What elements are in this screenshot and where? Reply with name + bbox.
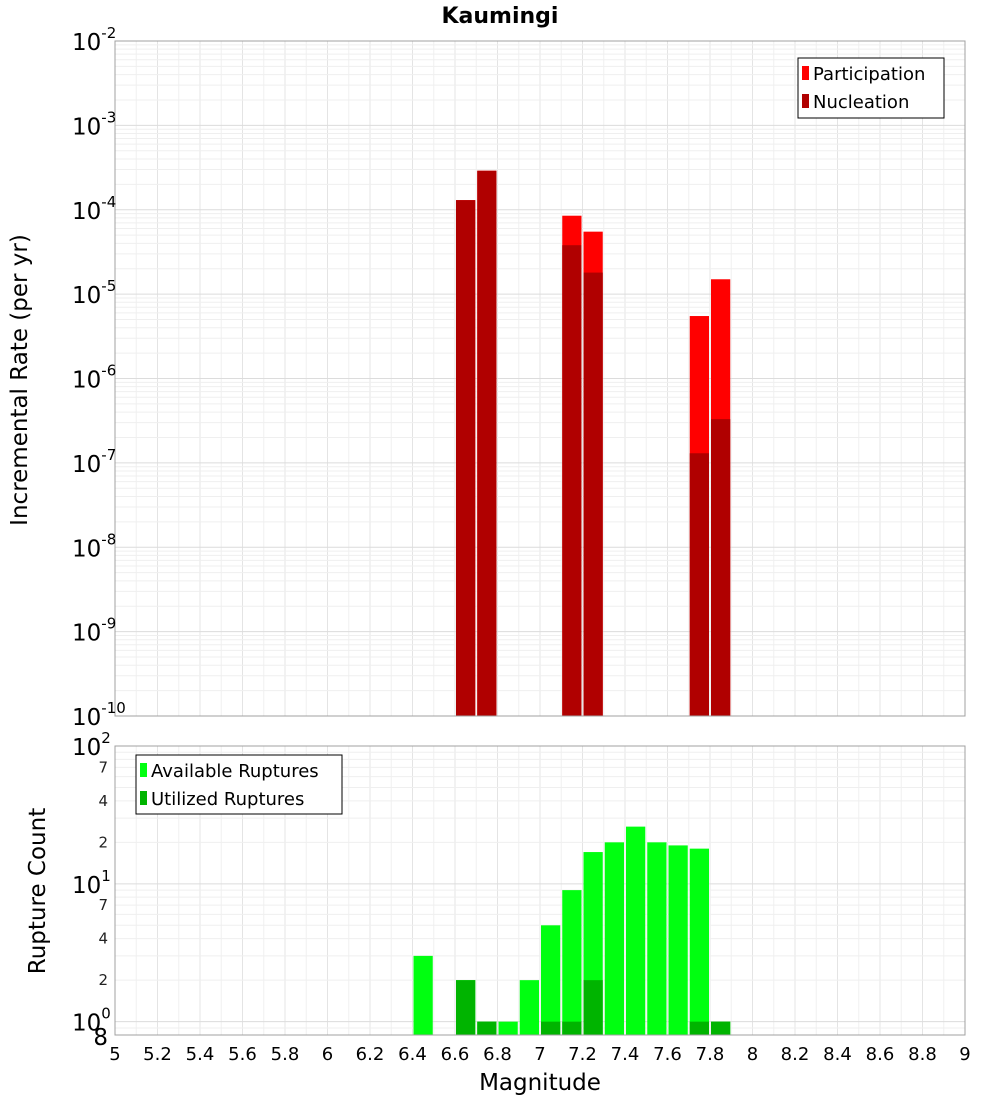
bottom-legend-box — [135, 754, 343, 815]
top-y-tick-label: 10-9 — [72, 615, 116, 647]
x-tick-label: 5.6 — [228, 1044, 257, 1065]
bar-utilized-ruptures — [562, 1021, 582, 1035]
x-tick-label: 6.6 — [441, 1044, 470, 1065]
bar-utilized-ruptures — [456, 980, 476, 1035]
bottom-legend: Available Ruptures Utilized Ruptures — [135, 754, 343, 815]
bar-nucleation — [562, 245, 582, 717]
legend-available-ruptures-label: Available Ruptures — [151, 761, 319, 782]
bar-available-ruptures — [689, 848, 709, 1035]
x-tick-label: 7 — [534, 1044, 545, 1065]
bottom-bars — [413, 826, 731, 1035]
bar-utilized-ruptures — [689, 1021, 709, 1035]
x-tick-labels: 5 5.2 5.4 5.6 5.8 6 6.2 6.4 6.6 6.8 7 7.2 7.4 7.6 7.8 8… — [109, 1044, 970, 1065]
x-tick-label: 5.2 — [143, 1044, 172, 1065]
chart-title: Kaumingi — [442, 4, 559, 29]
legend-participation-label: Participation — [813, 64, 925, 85]
bar-available-ruptures — [519, 980, 539, 1035]
bottom-y-tick-major: 100 — [72, 1005, 111, 1037]
bottom-y-tick-minor: 8 — [93, 1025, 108, 1051]
bottom-y-tick-minor: 7 — [98, 896, 108, 914]
x-tick-label: 6.2 — [356, 1044, 385, 1065]
x-tick-label: 6.8 — [483, 1044, 512, 1065]
x-tick-label: 7.6 — [653, 1044, 682, 1065]
bar-utilized-ruptures — [711, 1021, 731, 1035]
bottom-y-tick-minor: 2 — [98, 833, 108, 851]
top-y-tick-labels: 10-10 10-9 10-8 10-7 10-6 10-5 10-4 10-3 10-2 — [72, 24, 126, 731]
top-y-tick-label: 10-7 — [72, 446, 116, 478]
bottom-y-tick-minor: 4 — [98, 930, 108, 948]
bar-nucleation — [711, 419, 731, 716]
x-tick-label: 6 — [322, 1044, 333, 1065]
top-bars — [456, 170, 731, 717]
x-tick-label: 8 — [747, 1044, 758, 1065]
bottom-y-tick-minor: 4 — [98, 792, 108, 810]
bottom-plot-border — [114, 745, 966, 1036]
x-tick-label: 7.2 — [568, 1044, 597, 1065]
top-y-tick-label: 10-2 — [72, 24, 116, 56]
bar-nucleation — [583, 272, 603, 716]
top-y-tick-label: 10-6 — [72, 362, 116, 394]
x-tick-label: 8.4 — [823, 1044, 852, 1065]
bar-utilized-ruptures — [583, 980, 603, 1035]
bar-nucleation — [456, 200, 476, 716]
bottom-y-tick-minor: 7 — [98, 758, 108, 776]
bottom-y-tick-labels: 100 101 102 8 2 4 7 2 4 7 — [72, 729, 111, 1051]
legend-utilized-ruptures-label: Utilized Ruptures — [151, 789, 304, 810]
bar-utilized-ruptures — [477, 1021, 497, 1035]
top-y-tick-label: 10-10 — [72, 699, 126, 731]
bottom-y-tick-major: 102 — [72, 729, 111, 761]
bar-available-ruptures — [668, 845, 688, 1035]
x-tick-label: 8.8 — [908, 1044, 937, 1065]
bar-available-ruptures — [626, 826, 646, 1035]
top-y-axis-label: Incremental Rate (per yr) — [7, 234, 33, 526]
x-tick-label: 7.8 — [696, 1044, 725, 1065]
legend-participation-swatch — [802, 66, 809, 80]
x-tick-label: 9 — [959, 1044, 970, 1065]
legend-nucleation-label: Nucleation — [813, 92, 909, 113]
x-tick-label: 5.4 — [186, 1044, 215, 1065]
bottom-y-tick-minor: 2 — [98, 971, 108, 989]
bar-available-ruptures — [413, 955, 433, 1035]
bar-nucleation — [689, 453, 709, 716]
legend-available-ruptures-swatch — [140, 763, 147, 777]
legend-nucleation-swatch — [802, 94, 809, 108]
bottom-y-axis-label: Rupture Count — [25, 808, 51, 974]
x-tick-label: 5 — [109, 1044, 120, 1065]
top-y-tick-label: 10-5 — [72, 277, 116, 309]
bar-available-ruptures — [541, 925, 561, 1035]
top-legend: Participation Nucleation — [797, 57, 945, 119]
bar-available-ruptures — [604, 842, 624, 1035]
top-y-tick-label: 10-8 — [72, 530, 116, 562]
x-tick-label: 8.2 — [781, 1044, 810, 1065]
x-tick-label: 8.6 — [866, 1044, 895, 1065]
x-tick-label: 5.8 — [271, 1044, 300, 1065]
bar-available-ruptures — [498, 1021, 518, 1035]
bar-available-ruptures — [647, 842, 667, 1035]
top-legend-box — [797, 57, 945, 119]
legend-utilized-ruptures-swatch — [140, 791, 147, 805]
x-tick-label: 7.4 — [611, 1044, 640, 1065]
x-tick-label: 6.4 — [398, 1044, 427, 1065]
top-plot-border — [114, 40, 966, 717]
bar-nucleation — [477, 170, 497, 716]
x-axis-label: Magnitude — [479, 1070, 601, 1096]
bar-available-ruptures — [562, 890, 582, 1035]
top-y-tick-label: 10-4 — [72, 193, 116, 225]
top-gridlines — [114, 41, 966, 717]
top-y-tick-label: 10-3 — [72, 108, 116, 140]
bar-utilized-ruptures — [541, 1021, 561, 1035]
bottom-y-tick-major: 101 — [72, 867, 111, 899]
